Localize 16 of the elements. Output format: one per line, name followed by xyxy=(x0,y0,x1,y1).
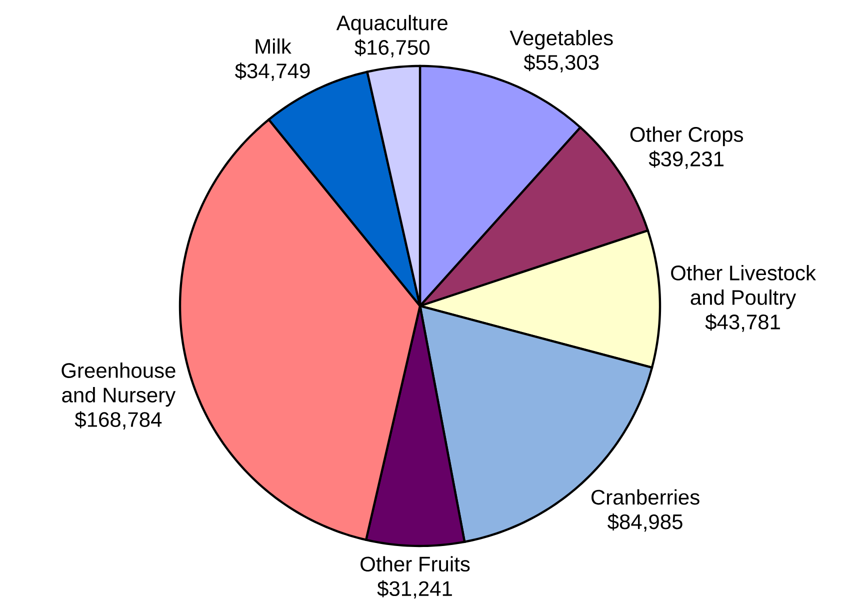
data-label: $39,231 xyxy=(648,150,724,169)
data-label: $16,750 xyxy=(354,39,430,58)
data-label: $55,303 xyxy=(524,54,599,72)
slice-label: Greenhouse and Nursery xyxy=(62,362,176,407)
slice-label: Other Fruits xyxy=(360,556,470,572)
slice-label: Aquaculture xyxy=(336,14,448,34)
data-label: $43,781 xyxy=(705,314,780,332)
slice-label: Other Crops xyxy=(630,126,743,146)
slice-label: Cranberries xyxy=(592,489,700,505)
slice-label: Vegetables xyxy=(510,30,613,50)
slice-label: Other Livestock and Poultry xyxy=(671,264,816,310)
data-label: $34,749 xyxy=(235,62,310,81)
data-label: $168,784 xyxy=(74,411,162,430)
data-label: $31,241 xyxy=(377,580,452,599)
data-label: $84,985 xyxy=(608,513,682,532)
slice-label: Milk xyxy=(256,38,292,54)
